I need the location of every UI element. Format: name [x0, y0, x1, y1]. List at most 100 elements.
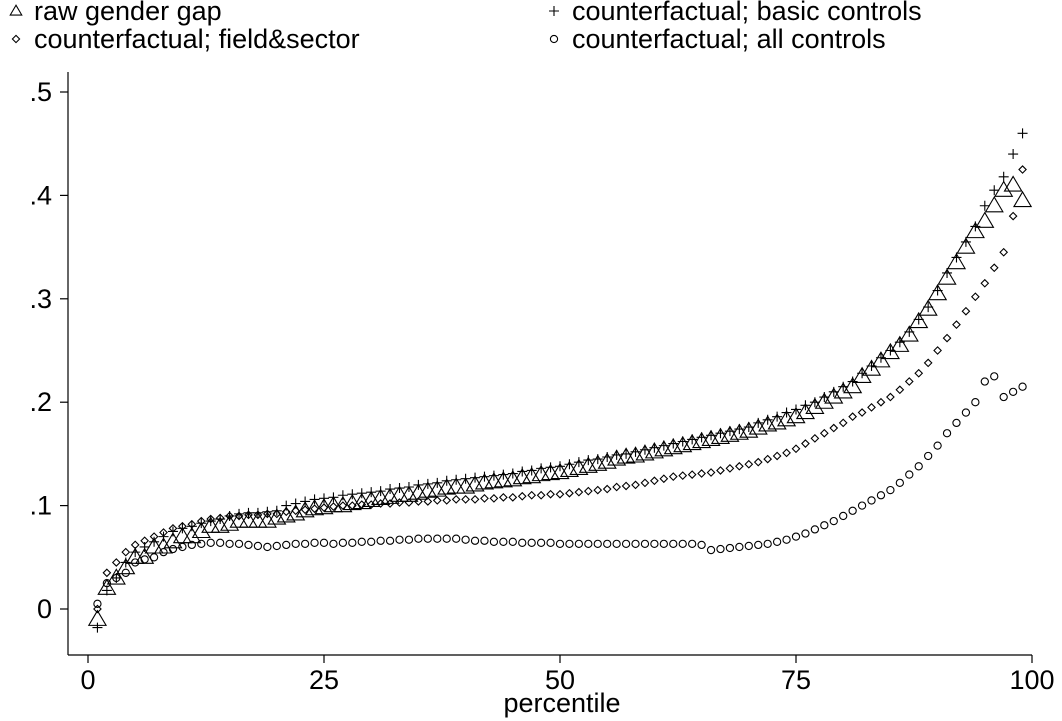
data-point	[470, 472, 481, 483]
data-point	[584, 539, 593, 549]
data-point	[329, 539, 338, 549]
data-point	[583, 455, 594, 466]
series-counterfactual-basic-controls	[92, 128, 1028, 633]
data-point	[640, 539, 650, 549]
data-point	[470, 495, 480, 504]
data-point	[933, 441, 942, 450]
data-point	[394, 483, 405, 494]
data-point	[734, 461, 744, 471]
data-point	[153, 537, 174, 554]
data-point	[272, 541, 281, 551]
data-point	[904, 326, 915, 337]
data-point	[414, 534, 423, 543]
data-point	[555, 461, 565, 472]
data-point	[621, 448, 632, 459]
legend-marker	[549, 6, 559, 16]
data-point	[786, 406, 806, 424]
data-point	[172, 526, 192, 544]
data-point	[886, 485, 895, 495]
data-point	[187, 519, 197, 529]
data-point	[960, 236, 971, 247]
y-tick-label: .3	[29, 284, 52, 314]
data-point	[518, 538, 527, 547]
data-point	[999, 247, 1009, 257]
data-point	[508, 492, 518, 502]
data-point	[631, 539, 640, 549]
data-point	[282, 540, 291, 550]
data-point	[300, 505, 310, 515]
data-point	[781, 407, 792, 418]
data-point	[928, 283, 948, 301]
data-point	[739, 421, 759, 438]
data-point	[809, 397, 820, 408]
data-point	[867, 402, 876, 412]
data-point	[480, 493, 489, 503]
data-point	[480, 536, 489, 545]
data-point	[216, 538, 225, 547]
x-tick-label: 50	[545, 665, 575, 695]
data-point	[201, 516, 221, 533]
data-point	[829, 423, 839, 433]
data-point	[329, 502, 338, 512]
data-point	[706, 468, 716, 477]
data-point	[262, 509, 272, 519]
data-point	[971, 398, 980, 407]
data-point	[252, 507, 263, 518]
data-point	[630, 446, 641, 457]
data-point	[782, 448, 791, 458]
data-point	[149, 536, 160, 547]
data-point	[253, 510, 263, 520]
data-point	[848, 506, 857, 515]
data-point	[257, 511, 277, 528]
data-point	[999, 392, 1008, 402]
data-point	[956, 237, 976, 254]
data-point	[470, 536, 480, 545]
data-point	[385, 499, 395, 508]
data-point	[649, 442, 660, 453]
data-point	[866, 361, 877, 372]
data-point	[989, 185, 1000, 196]
data-point	[658, 440, 669, 451]
data-point	[763, 454, 773, 464]
data-point	[460, 473, 471, 484]
data-point	[375, 486, 386, 497]
data-point	[763, 539, 772, 549]
data-point	[801, 529, 810, 538]
data-point	[942, 267, 953, 278]
data-point	[650, 476, 659, 486]
data-point	[93, 604, 102, 614]
data-point	[885, 345, 896, 356]
data-point	[989, 263, 999, 273]
data-point	[857, 408, 867, 417]
data-point	[323, 495, 344, 513]
data-point	[536, 463, 547, 474]
data-point	[441, 475, 452, 486]
data-point	[782, 535, 791, 544]
data-point	[432, 496, 442, 505]
y-tick-label: .1	[29, 491, 52, 521]
data-point	[951, 252, 962, 263]
data-point	[366, 500, 376, 509]
data-point	[348, 538, 357, 547]
data-point	[833, 382, 853, 399]
data-point	[121, 547, 131, 557]
data-point	[508, 537, 517, 546]
data-point	[144, 537, 164, 554]
data-point	[791, 444, 801, 454]
data-point	[328, 492, 339, 503]
data-point	[743, 422, 754, 433]
data-point	[225, 511, 234, 521]
data-point	[932, 285, 943, 296]
data-point	[800, 400, 811, 411]
data-point	[923, 358, 933, 368]
data-point	[810, 525, 820, 534]
data-point	[857, 368, 868, 379]
data-point	[507, 468, 518, 479]
data-point	[248, 511, 268, 528]
data-point	[565, 488, 574, 498]
data-point	[678, 471, 688, 480]
data-point	[263, 542, 272, 552]
data-point	[979, 200, 990, 211]
data-point	[753, 457, 763, 467]
y-axis: 0 .1 .2 .3 .4 .5	[29, 72, 69, 655]
